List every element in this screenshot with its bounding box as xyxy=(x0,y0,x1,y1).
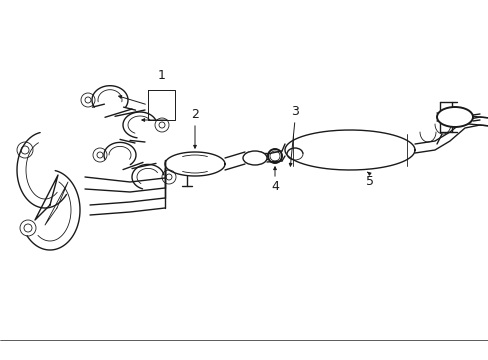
Text: 3: 3 xyxy=(290,105,298,118)
Ellipse shape xyxy=(243,151,266,165)
Text: 1: 1 xyxy=(157,69,165,82)
Ellipse shape xyxy=(436,107,472,127)
Text: 2: 2 xyxy=(191,108,199,121)
Text: 4: 4 xyxy=(270,180,278,193)
Text: 5: 5 xyxy=(365,175,373,189)
